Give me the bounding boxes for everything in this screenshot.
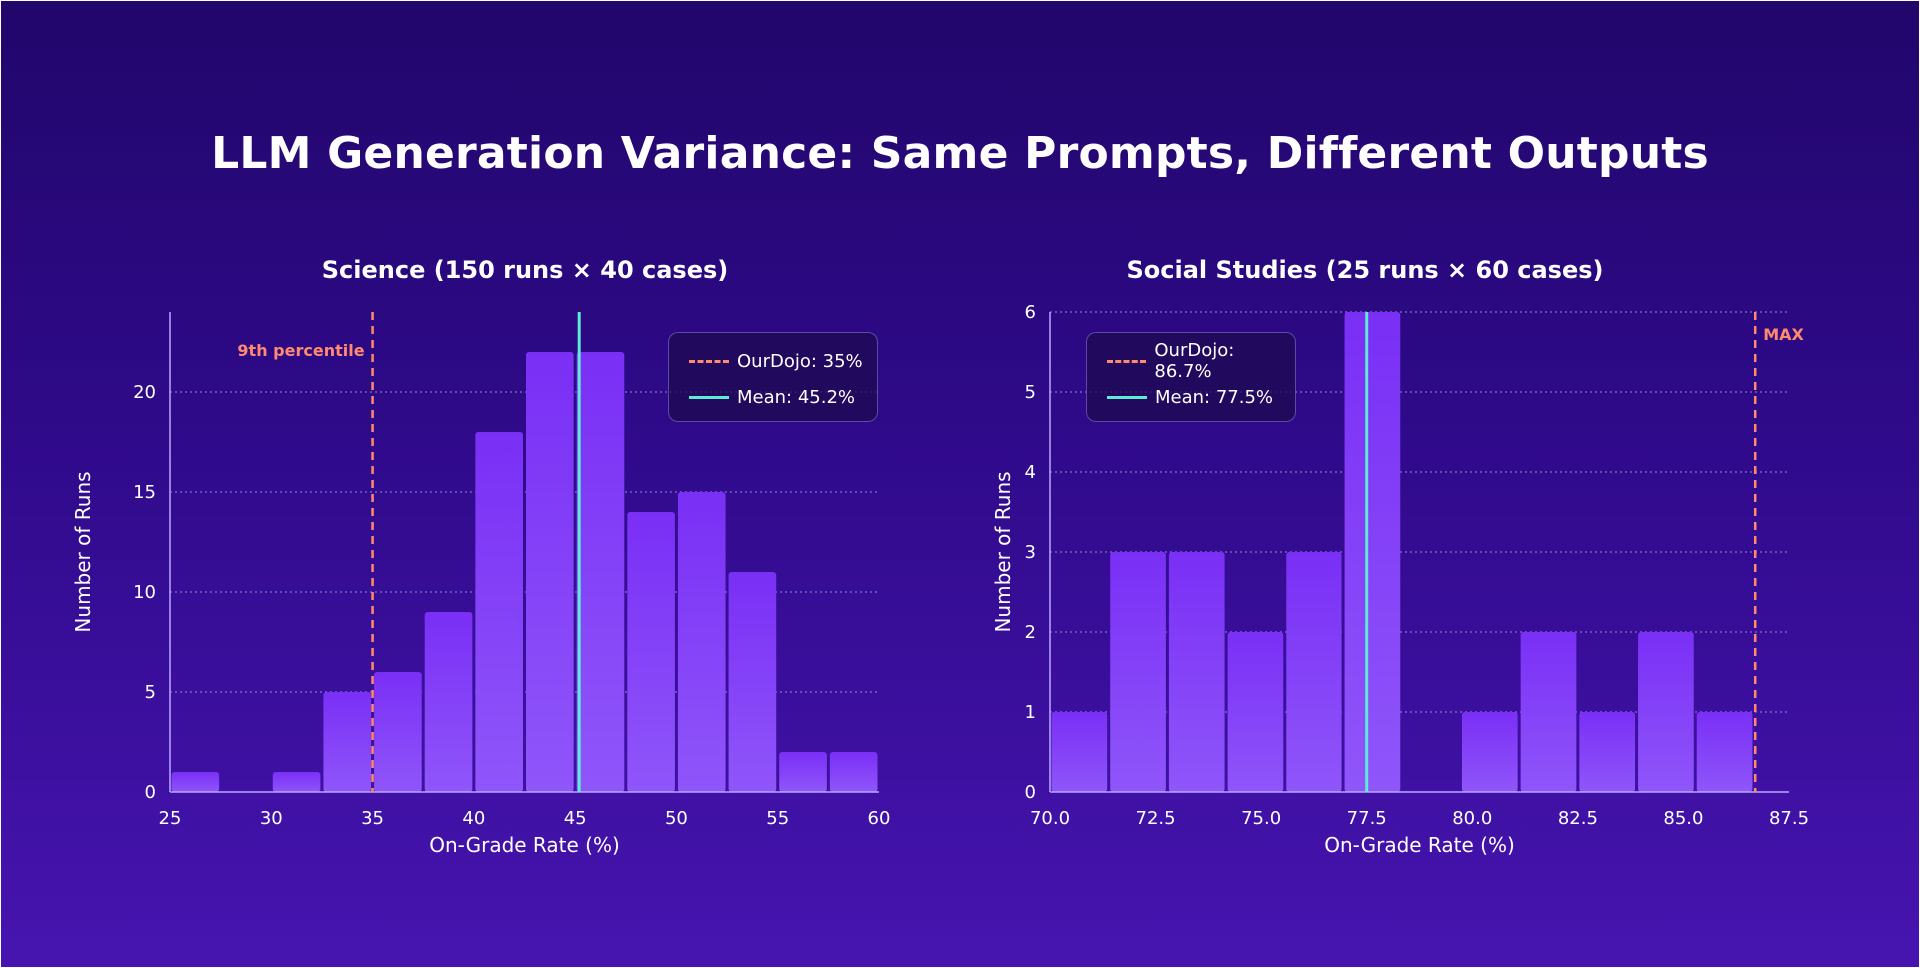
histogram-bar [1051, 712, 1108, 792]
science-legend: OurDojo: 35% Mean: 45.2% [668, 332, 878, 422]
histogram-bar [1638, 632, 1694, 792]
histogram-bar [526, 352, 574, 792]
y-axis-title: Number of Runs [71, 471, 95, 632]
histogram-bar [1286, 552, 1342, 792]
histogram-bar [374, 672, 422, 792]
y-axis-title: Number of Runs [991, 471, 1015, 632]
legend-mean-entry: Mean: 45.2% [689, 385, 855, 409]
social-studies-chart-title: Social Studies (25 runs × 60 cases) [1126, 256, 1604, 284]
histogram-bar [272, 772, 321, 792]
social-studies-legend: OurDojo: 86.7% Mean: 77.5% [1086, 332, 1296, 422]
x-tick-label: 55 [766, 808, 789, 829]
histogram-bar [1344, 312, 1401, 792]
histogram-bar [677, 492, 726, 792]
dashed-line-swatch [1107, 359, 1147, 363]
x-tick-label: 77.5 [1347, 808, 1387, 829]
y-tick-label: 0 [145, 782, 156, 803]
solid-line-swatch [689, 395, 729, 399]
legend-ourdojo-entry: OurDojo: 86.7% [1107, 340, 1295, 382]
x-tick-label: 72.5 [1136, 808, 1176, 829]
y-tick-label: 5 [1025, 382, 1036, 403]
main-title: LLM Generation Variance: Same Prompts, D… [211, 128, 1709, 179]
histogram-bar [1168, 552, 1225, 792]
x-tick-label: 85.0 [1663, 808, 1703, 829]
x-tick-label: 70.0 [1030, 808, 1070, 829]
x-tick-label: 82.5 [1558, 808, 1598, 829]
x-tick-label: 30 [260, 808, 283, 829]
legend-mean-label: Mean: 45.2% [737, 386, 856, 408]
histogram-bar [576, 352, 625, 792]
x-tick-label: 40 [462, 808, 485, 829]
histogram-bar [728, 572, 777, 792]
y-tick-label: 0 [1025, 782, 1036, 803]
solid-line-swatch [1107, 395, 1147, 399]
histogram-bar [475, 432, 523, 792]
dashed-line-swatch [689, 359, 729, 363]
histogram-bar [829, 752, 878, 792]
histogram-bar [1520, 632, 1577, 792]
social-studies-histogram: 70.0 72.5 75.0 77.5 80.0 82.5 85.0 87.5 0 1 2 3 4 5 6 O… [991, 302, 1809, 857]
x-tick-label: 45 [564, 808, 587, 829]
y-tick-label: 15 [133, 482, 156, 503]
histogram-bar [1110, 552, 1166, 792]
y-tick-label: 3 [1025, 542, 1036, 563]
y-tick-label: 10 [133, 582, 156, 603]
histogram-bar [323, 692, 372, 792]
x-tick-label: 35 [361, 808, 384, 829]
y-tick-label: 20 [133, 382, 156, 403]
histogram-bar [171, 772, 220, 792]
histogram-bar [1696, 712, 1753, 792]
x-tick-label: 80.0 [1452, 808, 1492, 829]
science-chart-title: Science (150 runs × 40 cases) [321, 256, 729, 284]
science-panel: Science (150 runs × 40 cases) 25 30 35 40 45… [71, 256, 891, 857]
x-tick-label: 75.0 [1241, 808, 1281, 829]
y-tick-label: 4 [1025, 462, 1036, 483]
x-tick-label: 25 [159, 808, 182, 829]
ourdojo-annotation: MAX [1763, 325, 1804, 344]
x-tick-label: 50 [665, 808, 688, 829]
science-histogram: 25 30 35 40 45 50 55 60 0 5 10 15 20 On-Grade Rate (%… [71, 312, 891, 857]
x-tick-label: 60 [868, 808, 891, 829]
histogram-bar [1579, 712, 1636, 792]
y-tick-label: 2 [1025, 622, 1036, 643]
legend-ourdojo-label: OurDojo: 86.7% [1154, 340, 1235, 382]
histogram-bar [1227, 632, 1284, 792]
legend-ourdojo-label: OurDojo: 35% [737, 350, 863, 372]
x-axis-title: On-Grade Rate (%) [1324, 833, 1515, 857]
histogram-bar [424, 612, 473, 792]
legend-mean-label: Mean: 77.5% [1155, 386, 1274, 408]
ourdojo-annotation: 9th percentile [237, 341, 364, 360]
y-tick-label: 5 [145, 682, 156, 703]
x-tick-label: 87.5 [1769, 808, 1809, 829]
legend-mean-entry: Mean: 77.5% [1107, 385, 1273, 409]
x-axis-title: On-Grade Rate (%) [429, 833, 620, 857]
histogram-bar [627, 512, 675, 792]
histogram-bar [1461, 712, 1518, 792]
histogram-bar [779, 752, 827, 792]
legend-ourdojo-entry: OurDojo: 35% [689, 349, 863, 373]
social-studies-panel: Social Studies (25 runs × 60 cases) 70.0… [960, 0, 1920, 968]
y-tick-label: 6 [1025, 302, 1036, 323]
y-tick-label: 1 [1025, 702, 1036, 723]
